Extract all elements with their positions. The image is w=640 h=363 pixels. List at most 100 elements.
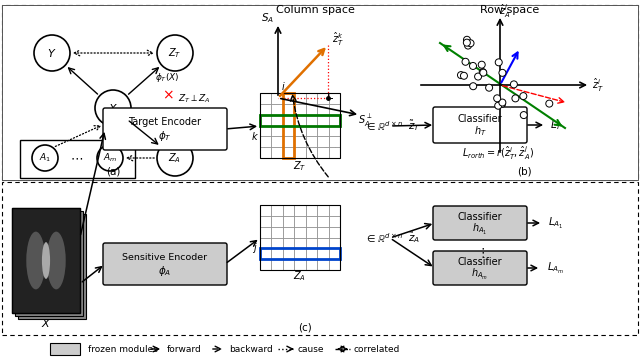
Bar — [306, 205, 317, 216]
Bar — [260, 248, 340, 259]
Bar — [328, 136, 340, 147]
Bar — [306, 115, 317, 126]
Bar — [294, 205, 306, 216]
Bar — [15, 211, 83, 316]
Text: $\hat{z}_T^i$: $\hat{z}_T^i$ — [592, 76, 604, 94]
Bar — [283, 104, 294, 115]
Bar — [328, 227, 340, 237]
Circle shape — [479, 69, 486, 76]
Text: $Z_T \perp Z_A$: $Z_T \perp Z_A$ — [178, 93, 211, 105]
Bar — [271, 136, 283, 147]
Circle shape — [470, 62, 477, 69]
Bar — [12, 208, 80, 313]
Text: $\phi_T(X)$: $\phi_T(X)$ — [155, 72, 179, 85]
Bar — [283, 216, 294, 227]
Bar — [306, 216, 317, 227]
Bar — [328, 147, 340, 158]
Text: Target Encoder: Target Encoder — [129, 117, 202, 127]
Circle shape — [510, 81, 517, 88]
Text: $A_m$: $A_m$ — [103, 152, 117, 164]
Bar — [12, 208, 80, 313]
Bar — [294, 104, 306, 115]
Circle shape — [458, 72, 465, 79]
Text: $\tilde{z}_A$: $\tilde{z}_A$ — [408, 231, 420, 245]
Text: $X$: $X$ — [41, 317, 51, 329]
Text: Classifier: Classifier — [458, 114, 502, 124]
Bar — [294, 126, 306, 136]
Circle shape — [32, 145, 58, 171]
Bar — [283, 248, 294, 259]
Bar — [306, 237, 317, 248]
Bar — [294, 136, 306, 147]
Ellipse shape — [26, 232, 45, 289]
Text: $\times$: $\times$ — [162, 88, 174, 102]
Circle shape — [465, 42, 472, 49]
Bar — [328, 115, 340, 126]
Bar — [306, 227, 317, 237]
Circle shape — [486, 84, 493, 91]
Bar — [306, 248, 317, 259]
Text: $\vdots$: $\vdots$ — [476, 246, 484, 260]
Bar — [260, 248, 271, 259]
Bar — [328, 126, 340, 136]
Bar — [317, 227, 328, 237]
Bar — [317, 136, 328, 147]
Circle shape — [493, 95, 500, 102]
Text: $L_{A_1}$: $L_{A_1}$ — [548, 216, 564, 231]
Text: Column space: Column space — [276, 5, 355, 15]
Bar — [260, 115, 271, 126]
Bar — [328, 205, 340, 216]
Bar — [18, 214, 86, 319]
Circle shape — [520, 111, 527, 119]
Ellipse shape — [47, 232, 66, 289]
Text: $\phi_A$: $\phi_A$ — [158, 264, 172, 278]
Text: $j$: $j$ — [252, 241, 258, 255]
Circle shape — [512, 95, 519, 102]
Text: (a): (a) — [106, 167, 120, 177]
Bar — [294, 115, 306, 126]
Bar — [317, 237, 328, 248]
Bar — [317, 259, 328, 270]
Text: frozen modules: frozen modules — [88, 344, 158, 354]
Polygon shape — [240, 103, 378, 127]
Text: $S_A^\perp$: $S_A^\perp$ — [358, 113, 372, 129]
Circle shape — [499, 99, 506, 106]
Bar — [2, 5, 638, 180]
Circle shape — [463, 36, 470, 43]
Bar — [271, 259, 283, 270]
Bar — [283, 126, 294, 136]
FancyBboxPatch shape — [433, 107, 527, 143]
Text: $Z_A$: $Z_A$ — [294, 269, 307, 283]
Bar — [328, 248, 340, 259]
Bar — [271, 227, 283, 237]
Text: $k$: $k$ — [251, 130, 259, 142]
Text: $\in \mathbb{R}^{d \times n}$: $\in \mathbb{R}^{d \times n}$ — [365, 119, 403, 133]
Bar — [306, 104, 317, 115]
Circle shape — [157, 140, 193, 176]
Bar — [260, 136, 271, 147]
Bar — [271, 115, 283, 126]
Bar — [271, 93, 283, 104]
Circle shape — [467, 40, 474, 47]
Text: Sensitive Encoder: Sensitive Encoder — [122, 253, 207, 261]
FancyBboxPatch shape — [433, 206, 527, 240]
Bar — [306, 136, 317, 147]
Bar — [260, 216, 271, 227]
Bar — [283, 205, 294, 216]
Circle shape — [460, 72, 467, 79]
Bar — [50, 343, 80, 355]
Text: $\in \mathbb{R}^{d \times n}$: $\in \mathbb{R}^{d \times n}$ — [365, 231, 403, 245]
Circle shape — [546, 100, 553, 107]
Bar — [317, 126, 328, 136]
Bar — [283, 237, 294, 248]
Bar — [271, 147, 283, 158]
Circle shape — [499, 69, 506, 76]
Text: $h_{A_m}$: $h_{A_m}$ — [472, 266, 488, 282]
Bar — [2, 5, 638, 180]
Bar — [20, 140, 135, 178]
Text: $\tilde{z}_T$: $\tilde{z}_T$ — [408, 119, 420, 134]
Bar — [294, 259, 306, 270]
Text: $S_A$: $S_A$ — [262, 11, 275, 25]
Text: $Z_T$: $Z_T$ — [168, 46, 182, 60]
Circle shape — [462, 58, 469, 65]
